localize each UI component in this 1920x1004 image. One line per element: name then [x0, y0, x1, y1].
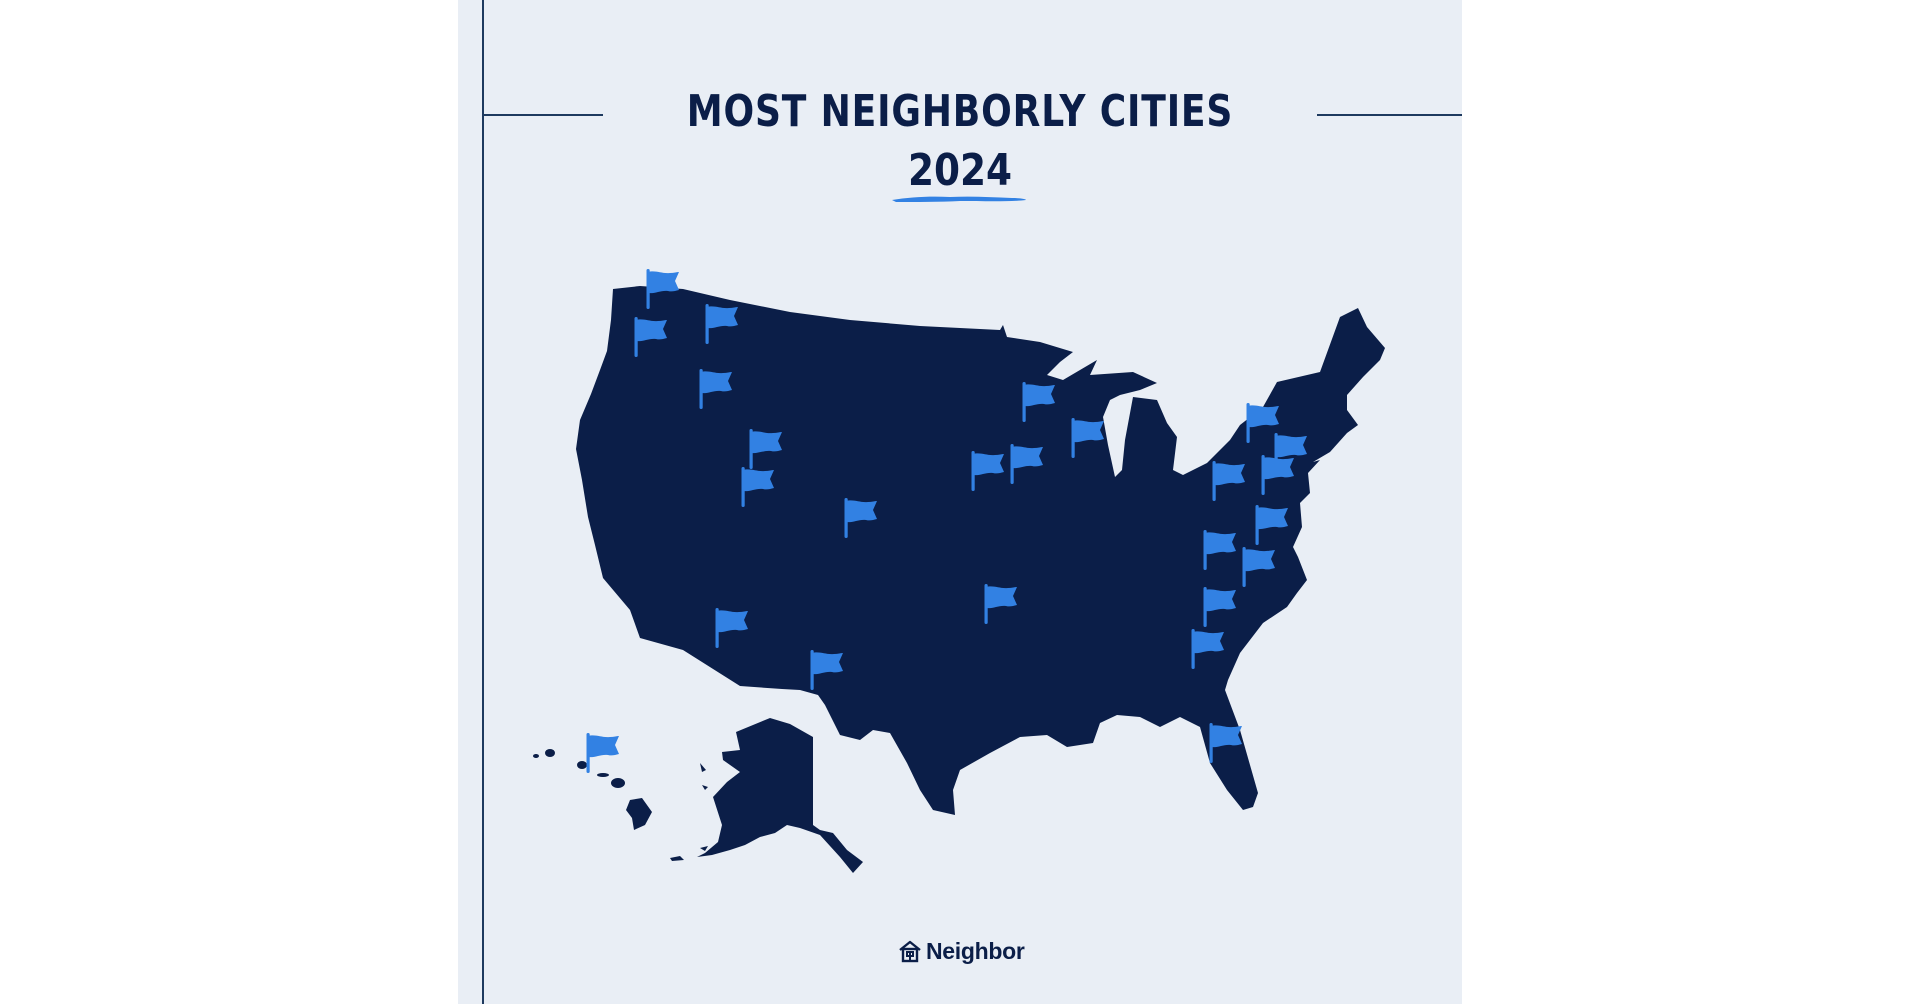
- title-rule-right: [1317, 114, 1462, 116]
- flag-icon: [1261, 455, 1294, 495]
- flag-icon: [634, 317, 667, 357]
- flag-icon: [586, 733, 619, 773]
- brush-underline: [892, 196, 1026, 202]
- us-map: [533, 269, 1385, 873]
- flag-icon: [1203, 587, 1236, 627]
- hawaii-shape: [533, 749, 652, 830]
- neighbor-logo: Neighbor: [898, 936, 1025, 966]
- flag-icon: [699, 369, 732, 409]
- flag-icon: [1022, 382, 1055, 422]
- flag-icon: [1203, 530, 1236, 570]
- left-vertical-rule: [482, 0, 484, 1004]
- house-icon: [899, 940, 921, 963]
- flag-icon: [1212, 461, 1245, 501]
- alaska-shape: [697, 718, 863, 873]
- flag-icon: [1191, 629, 1224, 669]
- flag-icon: [715, 608, 748, 648]
- contiguous-us-shape: [576, 286, 1385, 815]
- flag-icon: [1209, 723, 1242, 763]
- flag-icon: [1255, 505, 1288, 545]
- flag-icon: [705, 304, 738, 344]
- flag-icon: [1242, 547, 1275, 587]
- flag-icon: [984, 584, 1017, 624]
- brand-name: Neighbor: [926, 937, 1025, 964]
- flag-icon: [971, 451, 1004, 491]
- flag-icon: [844, 498, 877, 538]
- flag-icon: [1246, 403, 1279, 443]
- title-year: 2024: [907, 145, 1013, 196]
- city-flags: [586, 269, 1307, 773]
- flag-icon: [1010, 444, 1043, 484]
- flag-icon: [810, 650, 843, 690]
- page-title: MOST NEIGHBORLY CITIES: [686, 86, 1234, 137]
- flag-icon: [749, 429, 782, 469]
- infographic-panel: MOST NEIGHBORLY CITIES 2024: [458, 0, 1462, 1004]
- flag-icon: [1071, 418, 1104, 458]
- flag-icon: [741, 467, 774, 507]
- title-rule-left: [483, 114, 603, 116]
- flag-icon: [646, 269, 679, 309]
